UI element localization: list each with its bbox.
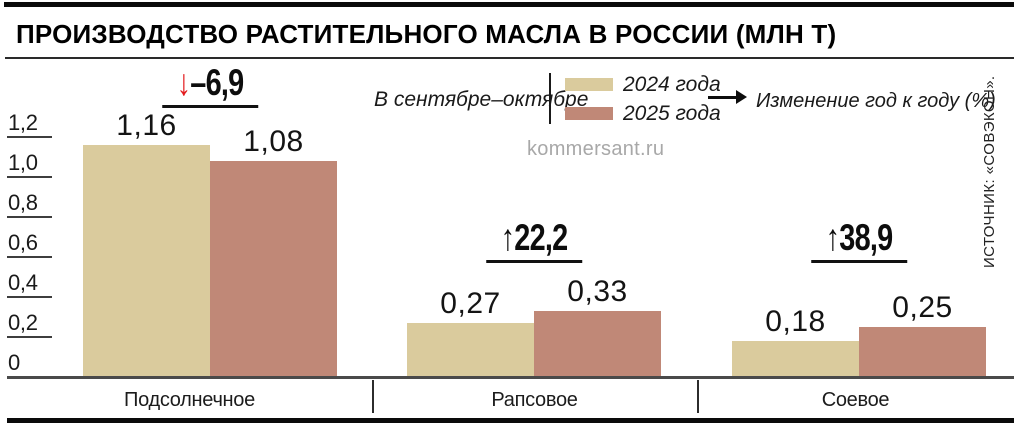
right-arrow-icon — [708, 96, 738, 99]
bar-value-label: 1,08 — [243, 125, 304, 158]
watermark: kommersant.ru — [527, 138, 665, 160]
top-rule — [4, 2, 1014, 7]
bottom-rule — [7, 418, 1014, 423]
title-underline-rule — [5, 57, 1014, 59]
bar-value-label: 0,25 — [892, 291, 953, 324]
y-tick-line — [7, 296, 52, 298]
y-tick-label: 0,6 — [8, 230, 38, 255]
right-arrow-icon-head — [736, 90, 747, 104]
y-tick-label: 1,2 — [8, 110, 38, 135]
arrow-down-icon: ↓ — [176, 62, 191, 103]
yoy-change-value: ↑22,2 — [500, 217, 568, 258]
legend-divider — [549, 73, 551, 124]
y-tick-line — [7, 336, 52, 338]
category-label-3: Соевое — [821, 389, 890, 411]
legend-label-2025: 2025 года — [623, 102, 721, 125]
yoy-change-value: ↑38,9 — [825, 217, 893, 258]
arrow-up-icon: ↑ — [500, 217, 515, 258]
y-tick-line — [7, 176, 52, 178]
y-tick-label: 0,8 — [8, 190, 38, 215]
source-note: ИСТОЧНИК: «СОВЭКОН». — [981, 75, 998, 268]
bar-2025-Соевое — [859, 327, 986, 377]
category-divider — [697, 380, 699, 413]
y-tick-label: 0 — [8, 350, 20, 375]
bar-2025-Подсолнечное — [210, 161, 337, 377]
y-tick-line — [7, 256, 52, 258]
page-title: ПРОИЗВОДСТВО РАСТИТЕЛЬНОГО МАСЛА В РОССИ… — [16, 19, 837, 49]
y-tick-label: 0,4 — [8, 270, 38, 295]
legend-change-note: Изменение год к году (%) — [756, 90, 996, 112]
arrow-up-icon: ↑ — [825, 217, 840, 258]
y-tick-line — [7, 216, 52, 218]
legend-swatch-2024 — [565, 78, 613, 91]
y-tick-label: 0,2 — [8, 310, 38, 335]
bar-value-label: 1,16 — [116, 109, 177, 142]
legend-swatch-2025 — [565, 107, 613, 120]
bar-value-label: 0,18 — [765, 305, 826, 338]
bar-2024-Рапсовое — [407, 323, 534, 377]
yoy-change-value: ↓–6,9 — [176, 62, 244, 103]
bar-value-label: 0,33 — [567, 275, 628, 308]
legend-label-2024: 2024 года — [623, 73, 721, 96]
x-axis-baseline — [7, 376, 1014, 379]
yoy-change-badge: ↑38,9 — [811, 219, 907, 263]
bar-value-label: 0,27 — [440, 287, 501, 320]
yoy-change-badge: ↑22,2 — [486, 219, 582, 263]
category-label-1: Подсолнечное — [124, 389, 255, 411]
yoy-change-badge: ↓–6,9 — [162, 64, 258, 108]
bar-2024-Соевое — [732, 341, 859, 377]
category-divider — [372, 380, 374, 413]
category-label-2: Рапсовое — [491, 389, 578, 411]
bar-2024-Подсолнечное — [83, 145, 210, 377]
y-tick-line — [7, 136, 52, 138]
bar-2025-Рапсовое — [534, 311, 661, 377]
y-tick-label: 1,0 — [8, 150, 38, 175]
legend-period-label: В сентябре–октябре — [374, 88, 589, 111]
